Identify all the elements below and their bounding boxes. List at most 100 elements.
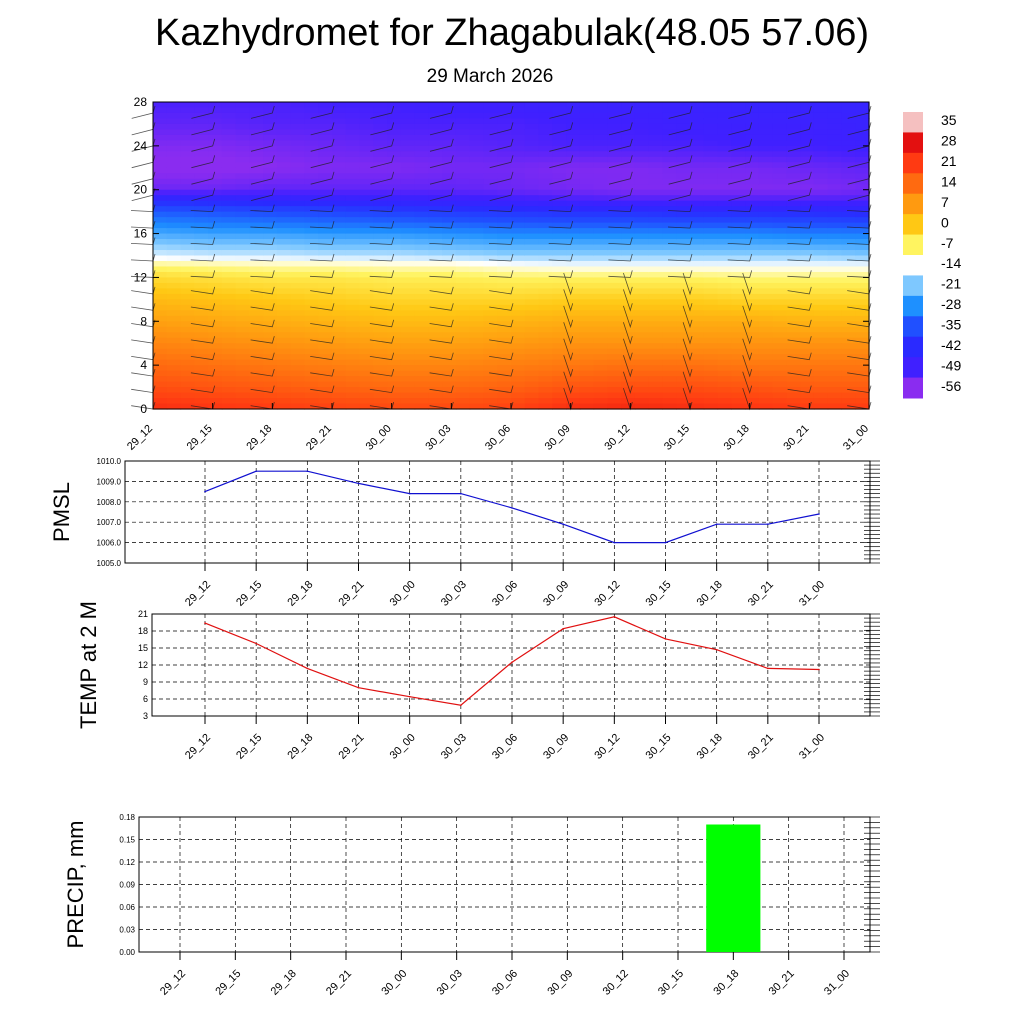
heatmap-cell — [648, 140, 664, 147]
wind-barb — [787, 171, 812, 185]
heatmap-cell — [827, 343, 843, 350]
heatmap-xtick-label: 30_09 — [543, 423, 573, 453]
heatmap-cell — [469, 277, 485, 284]
heatmap-cell — [483, 282, 498, 289]
heatmap-cell — [662, 134, 677, 141]
heatmap-cell — [827, 392, 843, 399]
heatmap-cell — [579, 250, 595, 257]
heatmap-cell — [662, 381, 677, 388]
heatmap-cell — [153, 239, 168, 246]
heatmap-cell — [359, 211, 374, 218]
heatmap-cell — [607, 156, 622, 163]
heatmap-cell — [235, 310, 250, 317]
heatmap-cell — [318, 293, 333, 300]
heatmap-cell — [469, 211, 485, 218]
heatmap-cell — [538, 282, 553, 289]
heatmap-cell — [290, 271, 306, 279]
heatmap-cell — [235, 354, 250, 361]
heatmap-cell — [731, 293, 746, 300]
heatmap-cell — [758, 217, 774, 224]
heatmap-cell — [387, 250, 402, 257]
heatmap-cell — [414, 387, 429, 394]
wind-barb — [623, 371, 633, 394]
heatmap-cell — [235, 222, 250, 229]
heatmap-cell — [662, 326, 677, 333]
wind-barb — [250, 204, 275, 213]
heatmap-cell — [400, 250, 416, 257]
heatmap-cell — [497, 381, 512, 388]
heatmap-cell — [414, 178, 429, 185]
heatmap-cell — [593, 102, 608, 109]
heatmap-cell — [318, 343, 333, 350]
heatmap-cell — [855, 189, 870, 196]
heatmap-cell — [703, 277, 719, 284]
heatmap-cell — [800, 107, 815, 114]
heatmap-cell — [180, 370, 195, 377]
heatmap-cell — [153, 326, 168, 333]
heatmap-cell — [662, 370, 677, 377]
heatmap-cell — [538, 123, 553, 131]
heatmap-cell — [841, 310, 856, 317]
heatmap-cell — [800, 310, 815, 317]
heatmap-cell — [566, 156, 581, 163]
heatmap-cell — [662, 195, 677, 202]
heatmap-cell — [841, 173, 856, 180]
heatmap-cell — [497, 173, 512, 180]
wind-barb — [548, 220, 574, 229]
heatmap-cell — [579, 184, 595, 191]
heatmap-cell — [621, 337, 636, 344]
heatmap-cell — [813, 195, 829, 202]
heatmap-cell — [194, 189, 209, 196]
heatmap-cell — [469, 354, 485, 361]
heatmap-cell — [634, 123, 650, 131]
heatmap-cell — [180, 260, 195, 268]
heatmap-cell — [758, 206, 774, 213]
heatmap-cell — [221, 359, 237, 366]
heatmap-cell — [813, 376, 829, 383]
heatmap-cell — [235, 365, 250, 372]
heatmap-cell — [469, 145, 485, 152]
heatmap-cell — [579, 178, 595, 185]
heatmap-cell — [690, 392, 705, 399]
heatmap-cell — [538, 260, 553, 268]
heatmap-cell — [607, 250, 622, 257]
heatmap-cell — [607, 337, 622, 344]
heatmap-cell — [717, 392, 732, 399]
wind-barb — [429, 352, 454, 361]
heatmap-cell — [634, 392, 650, 399]
heatmap-cell — [332, 118, 347, 125]
heatmap-cell — [786, 315, 801, 322]
heatmap-cell — [400, 184, 416, 191]
heatmap-cell — [579, 332, 595, 339]
heatmap-cell — [373, 310, 388, 317]
heatmap-cell — [703, 211, 719, 218]
heatmap-cell — [511, 260, 526, 268]
wind-barb — [190, 270, 216, 278]
heatmap-cell — [607, 255, 622, 262]
wind-barb — [682, 322, 693, 345]
heatmap-cell — [772, 332, 787, 339]
heatmap-cell — [166, 299, 182, 306]
heatmap-cell — [758, 244, 774, 251]
wind-barb — [309, 204, 335, 213]
heatmap-cell — [552, 189, 567, 196]
heatmap-cell — [524, 102, 540, 109]
heatmap-cell — [745, 392, 760, 399]
heatmap-cell — [373, 277, 388, 284]
heatmap-cell — [304, 260, 319, 268]
heatmap-cell — [607, 332, 622, 339]
heatmap-cell — [208, 102, 223, 109]
heatmap-cell — [634, 145, 650, 152]
heatmap-cell — [621, 255, 636, 262]
heatmap-cell — [579, 206, 595, 213]
heatmap-cell — [455, 222, 471, 229]
wind-barb — [727, 204, 753, 213]
wind-barb — [623, 289, 633, 312]
heatmap-cell — [455, 123, 471, 131]
heatmap-cell — [786, 332, 801, 339]
heatmap-cell — [579, 260, 595, 268]
heatmap-cell — [772, 326, 787, 333]
heatmap-cell — [332, 189, 347, 196]
heatmap-cell — [497, 403, 512, 410]
heatmap-cell — [290, 228, 306, 235]
